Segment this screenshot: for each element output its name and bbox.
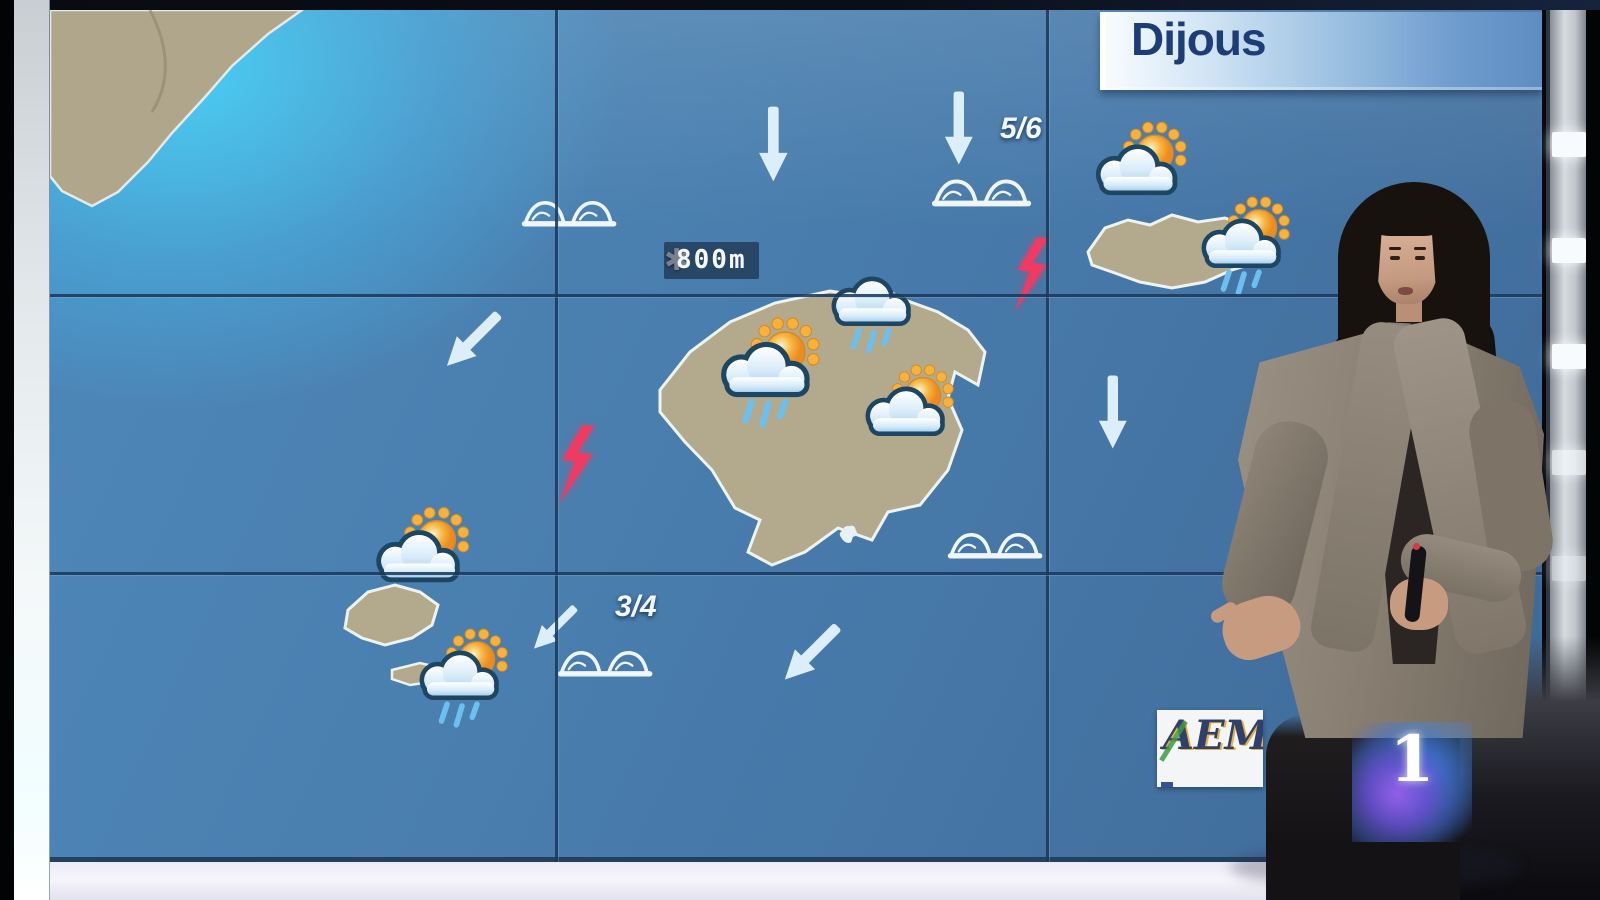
wall-edge-strip <box>14 0 50 900</box>
weather-agency-logo: AEM <box>1157 710 1263 787</box>
studio-floor <box>15 862 1586 900</box>
day-label: Dijous <box>1131 13 1267 65</box>
wall-seam-vertical-left <box>555 10 558 862</box>
channel-logo-glow: 1 <box>1352 722 1472 842</box>
weather-map <box>50 10 1542 862</box>
wall-seam-vertical-right <box>1046 10 1049 862</box>
wall-seam-horizontal-bottom <box>50 572 1542 575</box>
snow-level-value: 800m <box>664 241 759 279</box>
pillar-light-segment <box>1552 344 1586 369</box>
left-frame-edge <box>0 0 14 900</box>
pillar-light-segment <box>1552 556 1586 581</box>
top-frame-strip <box>0 0 1600 10</box>
pillar-light-segment <box>1552 450 1586 475</box>
channel-logo-one: 1 <box>1389 722 1435 797</box>
wall-seam-horizontal-top <box>50 294 1542 297</box>
pillar-light-segment <box>1552 132 1586 157</box>
pillar-light-segment <box>1552 238 1586 263</box>
day-banner: Dijous <box>1100 12 1542 90</box>
